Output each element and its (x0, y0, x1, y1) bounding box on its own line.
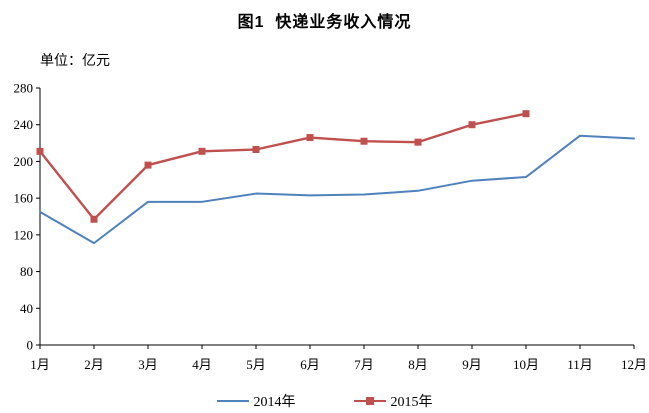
x-axis-tick-label: 4月 (192, 357, 212, 372)
y-axis-tick-label: 120 (14, 227, 34, 242)
x-axis-tick-label: 10月 (513, 357, 539, 372)
y-axis-tick-label: 0 (27, 338, 34, 353)
data-point-marker (90, 215, 98, 223)
data-point-marker (198, 147, 206, 155)
data-point-marker (522, 110, 530, 118)
data-point-marker (414, 138, 422, 146)
x-axis-tick-label: 2月 (84, 357, 104, 372)
y-axis-tick-label: 280 (14, 81, 34, 96)
legend-line-2015-icon (353, 397, 386, 405)
x-axis-tick-label: 1月 (30, 357, 50, 372)
x-axis-tick-label: 6月 (300, 357, 320, 372)
data-point-marker (468, 121, 476, 129)
series-line-2014年 (39, 134, 635, 245)
data-point-marker (306, 134, 314, 142)
legend-label-2015: 2015年 (390, 395, 433, 410)
data-point-marker (360, 137, 368, 145)
legend: 2014年 2015年 (0, 391, 649, 411)
chart-title: 图1 快递业务收入情况 (237, 14, 412, 31)
data-point-marker (36, 147, 44, 155)
legend-item-2014: 2014年 (216, 391, 296, 411)
y-axis-tick-label: 200 (14, 154, 34, 169)
x-axis-tick-label: 8月 (408, 357, 428, 372)
data-point-marker (252, 145, 260, 153)
x-axis-tick-label: 3月 (138, 357, 158, 372)
legend-item-2015: 2015年 (353, 391, 433, 411)
legend-label-2014: 2014年 (253, 395, 296, 410)
y-axis-tick-label: 40 (20, 301, 33, 316)
y-axis-tick-label: 240 (14, 117, 34, 132)
legend-line-2014-icon (216, 400, 249, 402)
x-axis-tick-label: 5月 (246, 357, 266, 372)
series-line-2015年 (38, 112, 528, 221)
x-axis-tick-label: 12月 (621, 357, 647, 372)
y-axis-tick-label: 160 (14, 191, 34, 206)
legend-square-marker-icon (365, 397, 374, 405)
x-axis-tick-label: 7月 (354, 357, 374, 372)
data-point-marker (144, 161, 152, 169)
x-axis-tick-label: 11月 (567, 357, 593, 372)
unit-label: 单位：亿元 (40, 54, 110, 69)
x-axis-tick-label: 9月 (462, 357, 482, 372)
y-axis-tick-label: 80 (20, 264, 33, 279)
